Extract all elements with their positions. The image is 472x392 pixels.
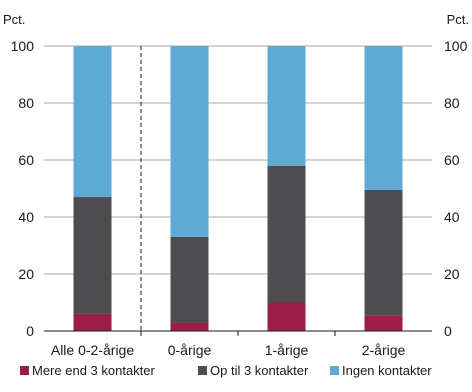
y-axis-unit-left: Pct. — [3, 12, 25, 27]
y-tick-right-0: 0 — [444, 323, 452, 339]
bar-segment-1-cat-1 — [73, 313, 112, 331]
legend-swatch-2 — [198, 366, 207, 375]
y-tick-right-60: 60 — [444, 152, 460, 168]
bar-segment-1-cat-4 — [364, 315, 403, 331]
y-tick-left-20: 20 — [18, 266, 34, 282]
bar-segment-1-cat-2 — [170, 322, 209, 331]
bar-segment-3-cat-2 — [170, 46, 209, 237]
y-tick-left-0: 0 — [26, 323, 34, 339]
y-tick-right-20: 20 — [444, 266, 460, 282]
x-tick-label-1: Alle 0-2-årige — [51, 342, 134, 358]
x-tick-label-4: 2-årige — [362, 342, 406, 358]
y-axis-unit-right: Pct. — [447, 12, 469, 27]
y-tick-right-100: 100 — [444, 38, 468, 54]
bar-segment-3-cat-1 — [73, 46, 112, 198]
x-tick-label-3: 1-årige — [265, 342, 309, 358]
bar-segment-2-cat-2 — [170, 236, 209, 323]
x-tick-label-2: 0-årige — [168, 342, 212, 358]
bar-segment-1-cat-3 — [267, 302, 306, 331]
y-tick-left-100: 100 — [11, 38, 35, 54]
bar-segment-2-cat-4 — [364, 189, 403, 316]
y-tick-left-60: 60 — [18, 152, 34, 168]
axes: 0 0 20 20 40 40 60 60 80 80 100 100 Alle 0-2-årige 0-… — [11, 38, 468, 358]
bar-segment-2-cat-1 — [73, 197, 112, 314]
legend: Mere end 3 kontakter Op til 3 kontakter In… — [20, 363, 432, 378]
bar-segment-3-cat-4 — [364, 46, 403, 190]
legend-label-2: Op til 3 kontakter — [210, 363, 309, 378]
legend-label-3: Ingen kontakter — [342, 363, 432, 378]
legend-swatch-3 — [330, 366, 339, 375]
y-tick-left-80: 80 — [18, 95, 34, 111]
bars — [73, 46, 403, 331]
legend-swatch-1 — [20, 366, 29, 375]
bar-segment-2-cat-3 — [267, 165, 306, 303]
y-tick-right-80: 80 — [444, 95, 460, 111]
bar-segment-3-cat-3 — [267, 46, 306, 166]
y-tick-right-40: 40 — [444, 209, 460, 225]
legend-label-1: Mere end 3 kontakter — [32, 363, 156, 378]
y-tick-left-40: 40 — [18, 209, 34, 225]
